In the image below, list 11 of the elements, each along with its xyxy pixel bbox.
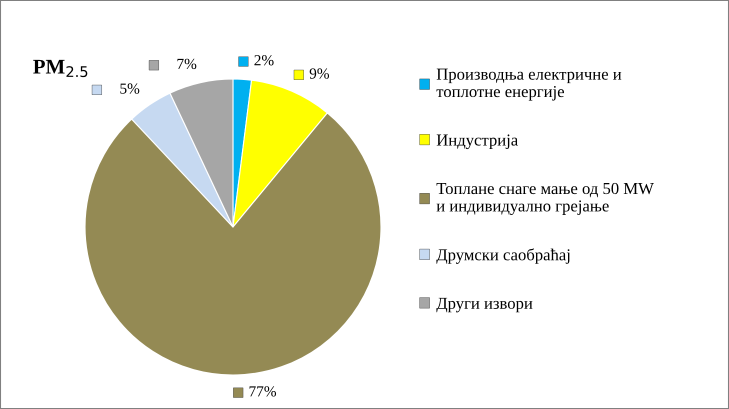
legend-label: Производња електричне и топлотне енергије [436, 68, 622, 101]
legend-label: Други извори [436, 298, 532, 312]
data-label: 5% [120, 83, 140, 94]
legend-label: Друмски саобраћај [436, 248, 570, 264]
data-label: 7% [177, 58, 196, 70]
chart-title: PM$_{2.5}$ [33, 60, 88, 78]
legend-label: Индустрија [436, 134, 518, 150]
data-label: 2% [254, 55, 274, 66]
data-label: 77% [250, 386, 276, 397]
legend-label: Топлане снаге мање од 50 MW и индивидуално грејање [436, 182, 654, 215]
data-label: 9% [310, 68, 330, 79]
